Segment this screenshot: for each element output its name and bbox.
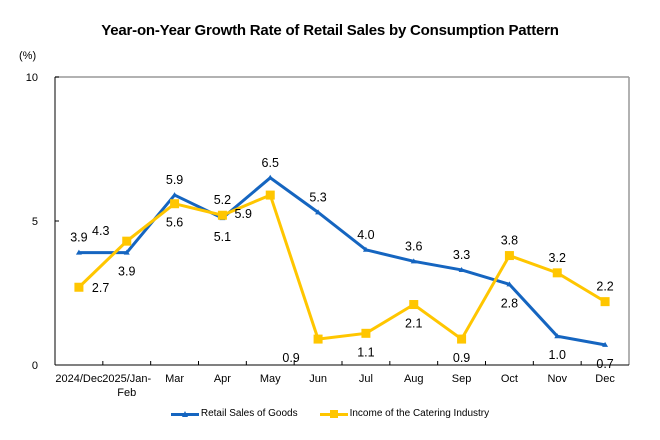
data-point-catering-income (361, 328, 371, 338)
data-label-catering-income: 3.2 (549, 251, 566, 265)
data-point-catering-income (217, 210, 227, 220)
data-point-catering-income (122, 236, 132, 246)
data-label-retail-sales: 3.6 (405, 239, 422, 253)
data-label-retail-sales: 1.0 (549, 348, 566, 362)
series-line-catering-income (77, 193, 606, 342)
y-tick-label: 10 (26, 72, 38, 84)
data-label-retail-sales: 3.9 (118, 265, 135, 279)
x-tick-label: Feb (117, 387, 136, 399)
data-label-catering-income: 5.6 (166, 216, 183, 230)
x-tick-label: Sep (452, 373, 472, 385)
data-point-retail-sales (602, 341, 609, 347)
data-point-catering-income (409, 300, 419, 310)
x-tick-label: 2025/Jan- (102, 373, 151, 385)
data-label-catering-income: 4.3 (92, 224, 109, 238)
data-label-retail-sales: 6.5 (262, 156, 279, 170)
data-point-retail-sales (362, 246, 369, 252)
data-label-catering-income: 5.9 (235, 207, 252, 221)
data-point-retail-sales (315, 209, 322, 215)
data-point-retail-sales (506, 281, 513, 287)
data-point-catering-income (600, 297, 610, 307)
x-tick-label: Nov (547, 373, 567, 385)
data-label-retail-sales: 5.1 (214, 230, 231, 244)
data-label-catering-income: 2.1 (405, 317, 422, 331)
legend-label-retail-sales: Retail Sales of Goods (200, 408, 298, 419)
data-point-retail-sales (123, 249, 130, 255)
x-tick-label: Jun (309, 373, 327, 385)
data-label-retail-sales: 3.9 (70, 231, 87, 245)
data-label-retail-sales: 5.9 (166, 173, 183, 187)
chart-title: Year-on-Year Growth Rate of Retail Sales… (101, 22, 559, 39)
square-marker-icon (329, 409, 338, 418)
data-label-catering-income: 3.8 (501, 234, 518, 248)
legend: Retail Sales of Goods Income of the Cate… (0, 408, 660, 419)
data-label-retail-sales: 2.8 (501, 296, 518, 310)
data-label-catering-income: 0.9 (282, 351, 299, 365)
x-tick-label: Mar (165, 373, 184, 385)
data-point-catering-income (265, 190, 275, 200)
data-label-catering-income: 5.2 (214, 193, 231, 207)
y-tick-label: 0 (32, 360, 38, 372)
x-tick-label: Jul (359, 373, 373, 385)
x-tick-label: May (260, 373, 281, 385)
data-point-retail-sales (458, 266, 465, 272)
y-axis-unit-label: (%) (19, 50, 37, 62)
data-point-catering-income (552, 268, 562, 278)
data-point-catering-income (313, 334, 323, 344)
data-label-catering-income: 0.9 (453, 351, 470, 365)
triangle-marker-icon (181, 410, 188, 417)
data-label-catering-income: 2.2 (596, 280, 613, 294)
data-point-catering-income (457, 334, 467, 344)
x-tick-label: Dec (595, 373, 615, 385)
data-point-retail-sales (410, 258, 417, 264)
data-point-retail-sales (75, 249, 82, 255)
data-label-retail-sales: 3.3 (453, 248, 470, 262)
data-point-retail-sales (267, 174, 274, 180)
data-label-retail-sales: 4.0 (357, 228, 374, 242)
data-point-catering-income (170, 199, 180, 209)
data-label-retail-sales: 0.7 (596, 357, 613, 371)
series-line-retail-sales (78, 175, 606, 347)
data-point-retail-sales (171, 192, 178, 198)
data-point-retail-sales (554, 333, 561, 339)
legend-label-catering-income: Income of the Catering Industry (349, 408, 490, 419)
legend-item-catering-income: Income of the Catering Industry (319, 408, 490, 419)
data-point-catering-income (504, 251, 514, 261)
legend-swatch-catering-income (319, 409, 348, 419)
x-tick-label: Aug (404, 373, 424, 385)
x-tick-label: Oct (501, 373, 518, 385)
data-point-catering-income (74, 282, 84, 292)
x-tick-label: Apr (214, 373, 231, 385)
data-label-retail-sales: 5.3 (309, 190, 326, 204)
y-tick-label: 5 (32, 216, 38, 228)
legend-item-retail-sales: Retail Sales of Goods (170, 408, 298, 419)
x-tick-label: 2024/Dec (55, 373, 103, 385)
data-label-catering-income: 1.1 (357, 345, 374, 359)
legend-swatch-retail-sales (170, 409, 199, 419)
data-label-catering-income: 2.7 (92, 281, 109, 295)
